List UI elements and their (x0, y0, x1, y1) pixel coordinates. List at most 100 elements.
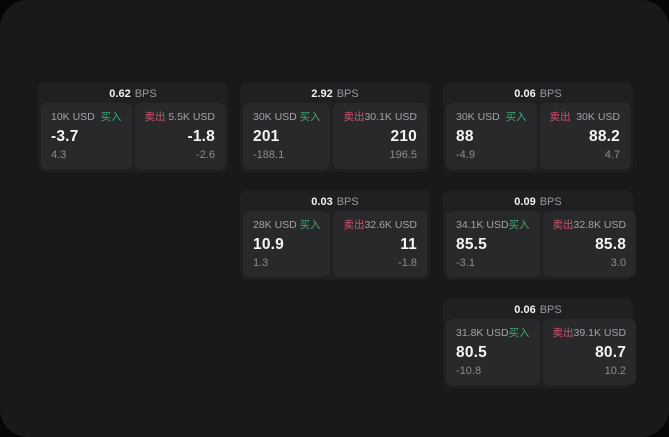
buy-panel-top: 30K USD 买入 (253, 111, 320, 124)
buy-panel[interactable]: 10K USD 买入 -3.7 4.3 (41, 103, 132, 169)
bps-header: 0.03 BPS (243, 193, 427, 211)
quote-panels: 10K USD 买入 -3.7 4.3 卖出 5.5K USD -1.8 -2.… (41, 103, 225, 169)
sell-panel[interactable]: 卖出 30K USD 88.2 4.7 (539, 103, 630, 169)
sell-panel-top: 卖出 30.1K USD (343, 111, 417, 124)
quote-card: 0.03 BPS 28K USD 买入 10.9 1.3 卖出 32.6K US… (240, 190, 430, 280)
sell-amount: 32.8K USD (573, 219, 627, 231)
buy-change: -4.9 (456, 149, 475, 161)
bps-value: 0.62 (109, 88, 131, 100)
bps-value: 2.92 (311, 88, 333, 100)
quote-card: 0.06 BPS 30K USD 买入 88 -4.9 卖出 30K USD 8… (443, 82, 633, 172)
sell-panel-top: 卖出 32.8K USD (553, 219, 627, 232)
buy-price: -3.7 (51, 127, 79, 145)
buy-amount: 28K USD (253, 219, 297, 231)
sell-panel-top: 卖出 5.5K USD (145, 111, 216, 124)
buy-amount: 30K USD (456, 111, 500, 123)
buy-panel-top: 34.1K USD 买入 (456, 219, 530, 232)
buy-change: -10.8 (456, 365, 482, 377)
buy-tag: 买入 (100, 111, 122, 123)
buy-price: 88 (456, 127, 474, 145)
quote-panels: 30K USD 买入 88 -4.9 卖出 30K USD 88.2 4.7 (446, 103, 630, 169)
sell-amount: 30K USD (576, 111, 620, 123)
bps-header: 0.06 BPS (446, 85, 630, 103)
buy-panel[interactable]: 30K USD 买入 88 -4.9 (446, 103, 537, 169)
sell-amount: 30.1K USD (364, 111, 417, 123)
sell-amount: 5.5K USD (168, 111, 215, 123)
buy-tag: 买入 (508, 219, 530, 231)
buy-change: 4.3 (51, 149, 67, 161)
quote-card: 2.92 BPS 30K USD 买入 201 -188.1 卖出 30.1K … (240, 82, 430, 172)
sell-amount: 32.6K USD (364, 219, 417, 231)
quote-panels: 34.1K USD 买入 85.5 -3.1 卖出 32.8K USD 85.8… (446, 211, 637, 277)
quote-panels: 31.8K USD 买入 80.5 -10.8 卖出 39.1K USD 80.… (446, 319, 637, 385)
buy-panel[interactable]: 34.1K USD 买入 85.5 -3.1 (446, 211, 540, 277)
quote-panels: 28K USD 买入 10.9 1.3 卖出 32.6K USD 11 -1.8 (243, 211, 427, 277)
bps-header: 2.92 BPS (243, 85, 427, 103)
sell-amount: 39.1K USD (573, 327, 627, 339)
bps-unit-label: BPS (336, 196, 359, 208)
bps-value: 0.06 (514, 88, 536, 100)
quote-card: 0.09 BPS 34.1K USD 买入 85.5 -3.1 卖出 32.8K… (443, 190, 637, 280)
buy-panel-top: 28K USD 买入 (253, 219, 320, 232)
bps-header: 0.09 BPS (446, 193, 630, 211)
sell-price: -1.8 (187, 127, 215, 145)
buy-panel-top: 31.8K USD 买入 (456, 327, 530, 340)
sell-panel[interactable]: 卖出 32.8K USD 85.8 3.0 (542, 211, 637, 277)
buy-amount: 30K USD (253, 111, 297, 123)
buy-price: 10.9 (253, 235, 284, 253)
buy-price: 85.5 (456, 235, 487, 253)
buy-change: -3.1 (456, 257, 475, 269)
buy-tag: 买入 (299, 219, 321, 231)
buy-change: 1.3 (253, 257, 269, 269)
sell-panel-top: 卖出 32.6K USD (343, 219, 417, 232)
buy-tag: 买入 (505, 111, 527, 123)
buy-panel-top: 30K USD 买入 (456, 111, 527, 124)
bps-unit-label: BPS (336, 88, 359, 100)
buy-panel-top: 10K USD 买入 (51, 111, 122, 124)
bps-unit-label: BPS (539, 304, 562, 316)
quote-card: 0.62 BPS 10K USD 买入 -3.7 4.3 卖出 5.5K USD… (38, 82, 228, 172)
sell-change: 10.2 (604, 365, 627, 377)
sell-tag: 卖出 (552, 327, 574, 339)
bps-value: 0.03 (311, 196, 333, 208)
bps-unit-label: BPS (134, 88, 157, 100)
sell-panel[interactable]: 卖出 30.1K USD 210 196.5 (333, 103, 427, 169)
bps-unit-label: BPS (539, 88, 562, 100)
sell-tag: 卖出 (549, 111, 571, 123)
buy-amount: 31.8K USD (456, 327, 509, 339)
sell-panel[interactable]: 卖出 39.1K USD 80.7 10.2 (542, 319, 637, 385)
quote-card: 0.06 BPS 31.8K USD 买入 80.5 -10.8 卖出 39.1… (443, 298, 637, 388)
quote-panels: 30K USD 买入 201 -188.1 卖出 30.1K USD 210 1… (243, 103, 427, 169)
sell-price: 210 (390, 127, 417, 145)
bps-value: 0.09 (514, 196, 536, 208)
sell-tag: 卖出 (144, 111, 166, 123)
buy-amount: 34.1K USD (456, 219, 509, 231)
buy-price: 80.5 (456, 343, 487, 361)
bps-unit-label: BPS (539, 196, 562, 208)
sell-price: 88.2 (589, 127, 620, 145)
buy-price: 201 (253, 127, 280, 145)
buy-change: -188.1 (253, 149, 285, 161)
sell-panel-top: 卖出 30K USD (550, 111, 621, 124)
bps-header: 0.06 BPS (446, 301, 630, 319)
bps-value: 0.06 (514, 304, 536, 316)
buy-panel[interactable]: 30K USD 买入 201 -188.1 (243, 103, 331, 169)
buy-panel[interactable]: 31.8K USD 买入 80.5 -10.8 (446, 319, 540, 385)
buy-amount: 10K USD (51, 111, 95, 123)
buy-panel[interactable]: 28K USD 买入 10.9 1.3 (243, 211, 331, 277)
sell-panel-top: 卖出 39.1K USD (553, 327, 627, 340)
sell-change: 4.7 (604, 149, 620, 161)
sell-tag: 卖出 (343, 219, 365, 231)
buy-tag: 买入 (508, 327, 530, 339)
sell-tag: 卖出 (552, 219, 574, 231)
buy-tag: 买入 (299, 111, 321, 123)
sell-price: 85.8 (595, 235, 627, 253)
sell-change: -1.8 (398, 257, 417, 269)
sell-panel[interactable]: 卖出 5.5K USD -1.8 -2.6 (134, 103, 225, 169)
sell-change: 3.0 (610, 257, 627, 269)
bps-header: 0.62 BPS (41, 85, 225, 103)
sell-change: 196.5 (389, 149, 417, 161)
sell-price: 11 (400, 235, 417, 253)
sell-panel[interactable]: 卖出 32.6K USD 11 -1.8 (333, 211, 427, 277)
